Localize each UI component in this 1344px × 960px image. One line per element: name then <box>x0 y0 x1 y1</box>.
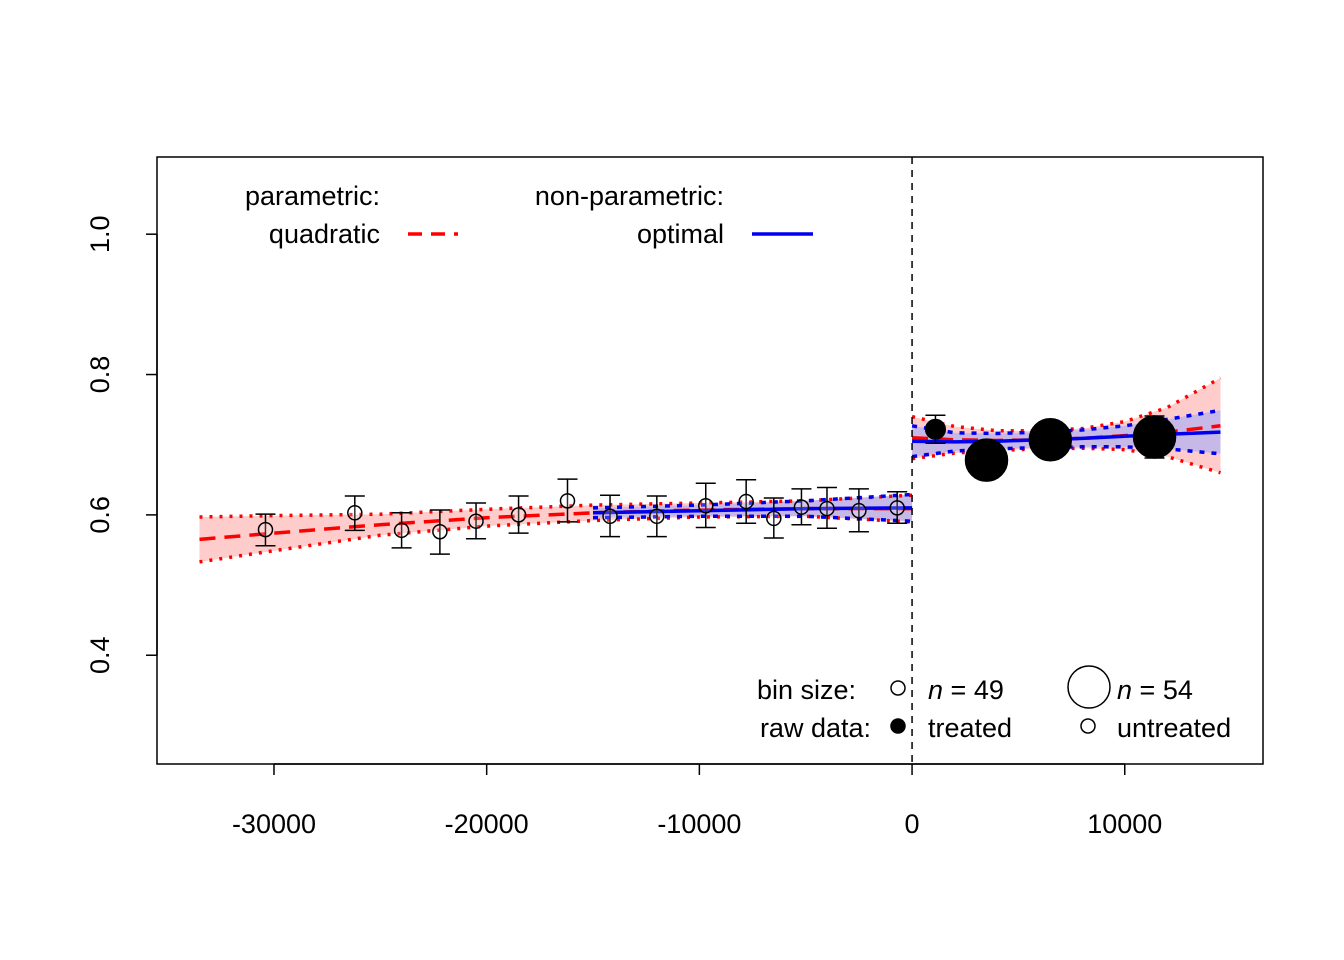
untreated-bin-point-6 <box>559 493 576 509</box>
untreated-bin-point-12 <box>793 499 810 515</box>
legend-nonparametric-title: non-parametric: <box>535 181 724 211</box>
x-tick-label-3: 0 <box>905 809 920 839</box>
untreated-error-bar-6 <box>557 478 578 523</box>
legend-fit-types: parametric: quadratic non-parametric: op… <box>245 181 813 249</box>
y-tick-label-1: 0.6 <box>85 496 115 534</box>
untreated-error-bar-0 <box>255 513 276 547</box>
untreated-bin-point-8 <box>649 508 665 525</box>
legend-treated-label: treated <box>928 713 1012 743</box>
y-axis: 0.4 0.6 0.8 1.0 <box>85 215 158 674</box>
treated-bin-point-3 <box>1132 415 1177 459</box>
legend-parametric-label: quadratic <box>269 219 380 249</box>
untreated-error-bar-9 <box>695 482 716 529</box>
legend-bin-size-label: bin size: <box>757 675 856 705</box>
treated-bin-point-0 <box>924 418 947 440</box>
untreated-bin-point-14 <box>851 502 867 519</box>
untreated-error-bar-14 <box>848 488 869 533</box>
untreated-bin-point-4 <box>468 513 484 529</box>
legend-raw-data-label: raw data: <box>760 713 871 743</box>
untreated-bin-point-1 <box>347 505 363 521</box>
legend-untreated-label: untreated <box>1117 713 1231 743</box>
parametric-left-upper-bound <box>199 493 913 519</box>
untreated-bin-point-11 <box>766 510 782 527</box>
untreated-bin-point-13 <box>819 500 835 517</box>
x-tick-label-0: -30000 <box>232 809 316 839</box>
untreated-bin-point-7 <box>602 508 618 525</box>
nonparametric-right-lower-bound <box>911 445 1221 459</box>
untreated-error-bar-1 <box>344 495 365 532</box>
confidence-bands <box>199 378 1221 562</box>
untreated-error-bar-8 <box>646 495 667 538</box>
untreated-error-bar-5 <box>508 495 529 534</box>
untreated-error-bar-13 <box>816 486 837 529</box>
untreated-error-bar-12 <box>791 488 812 526</box>
y-tick-label-2: 0.8 <box>85 356 115 394</box>
nonparametric-right-upper-bound <box>911 408 1221 436</box>
treated-bin-point-2 <box>1028 418 1073 462</box>
untreated-bin-point-10 <box>738 493 754 510</box>
untreated-error-bar-10 <box>736 479 757 525</box>
error-bars <box>255 414 1165 555</box>
untreated-error-bar-3 <box>429 509 450 555</box>
untreated-bin-point-3 <box>432 523 448 540</box>
legend-small-bin-marker <box>890 680 906 696</box>
untreated-error-bar-4 <box>466 502 487 540</box>
treated-bin-point-1 <box>964 438 1009 482</box>
x-tick-label-4: 10000 <box>1087 809 1162 839</box>
legend-small-n: n = 49 <box>928 675 1004 705</box>
untreated-bin-point-9 <box>697 498 714 514</box>
y-tick-label-3: 1.0 <box>85 215 115 253</box>
legend-parametric-title: parametric: <box>245 181 380 211</box>
legend-large-bin-marker <box>1067 665 1111 709</box>
legend-large-n: n = 54 <box>1117 675 1193 705</box>
legend-nonparametric-label: optimal <box>637 219 724 249</box>
untreated-error-bar-11 <box>763 497 784 539</box>
legend-bins: bin size: n = 49 n = 54 raw data: treate… <box>757 665 1231 743</box>
untreated-bin-point-0 <box>257 521 274 538</box>
bin-points <box>257 415 1177 540</box>
untreated-error-bar-2 <box>391 512 412 549</box>
untreated-bin-point-15 <box>889 500 905 516</box>
untreated-error-bar-7 <box>600 494 621 538</box>
x-tick-label-2: -10000 <box>657 809 741 839</box>
untreated-error-bar-15 <box>887 490 908 525</box>
legend-treated-marker <box>890 718 906 734</box>
untreated-bin-point-2 <box>393 522 410 539</box>
x-tick-label-1: -20000 <box>445 809 529 839</box>
legend-untreated-marker <box>1080 718 1096 734</box>
y-tick-label-0: 0.4 <box>85 636 115 674</box>
untreated-bin-point-5 <box>510 507 527 523</box>
x-axis: -30000 -20000 -10000 0 10000 <box>232 763 1162 839</box>
